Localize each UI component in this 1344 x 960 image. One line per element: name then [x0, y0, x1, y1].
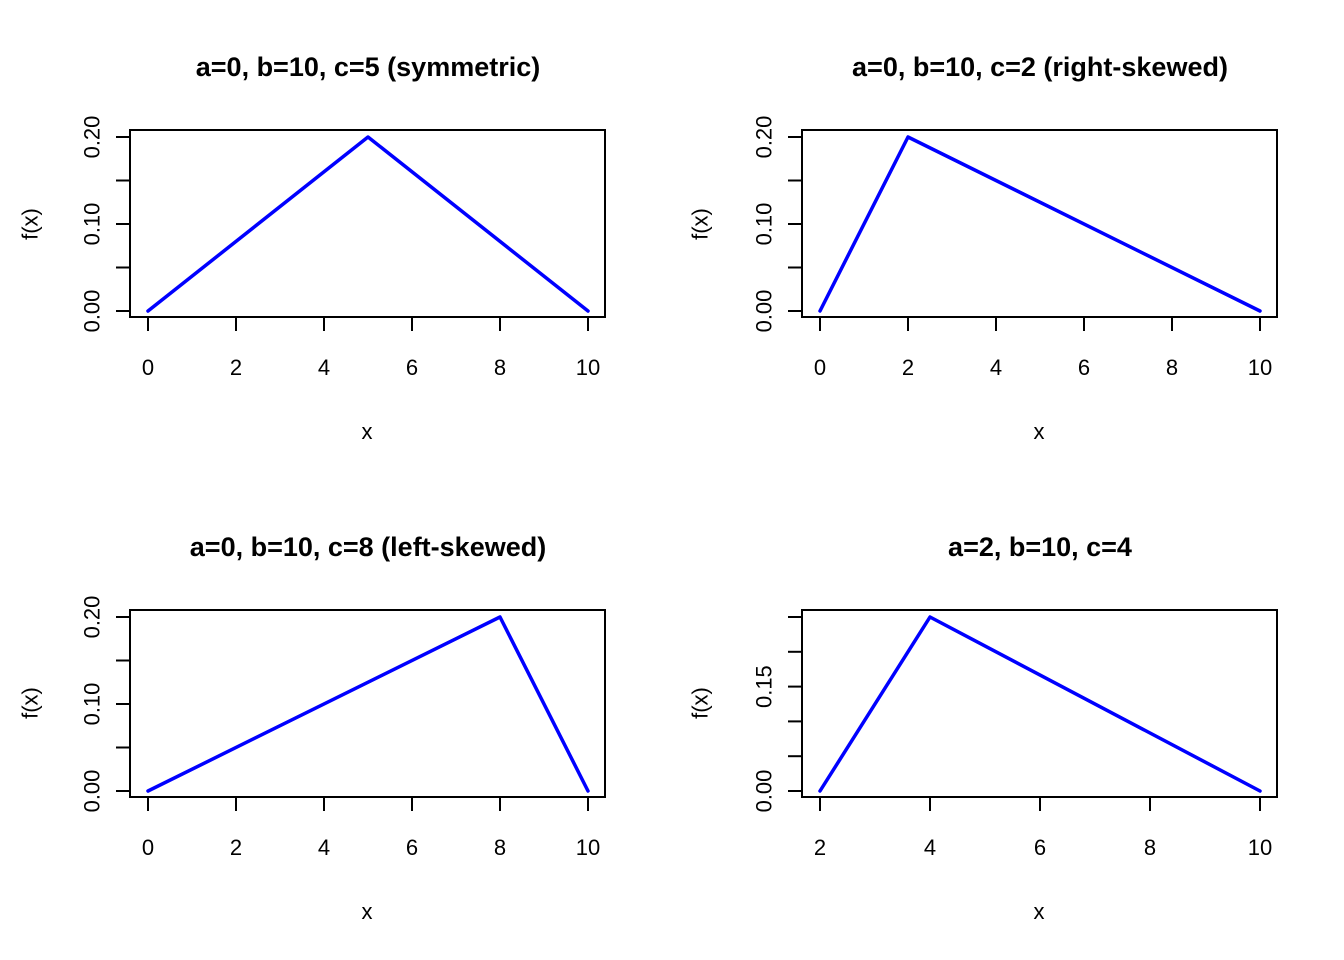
- x-tick-label: 10: [576, 355, 600, 380]
- chart-title: a=2, b=10, c=4: [948, 532, 1132, 562]
- x-tick-label: 8: [494, 835, 506, 860]
- y-tick-label: 0.00: [80, 770, 105, 813]
- x-tick-label: 0: [814, 355, 826, 380]
- y-tick-label: 0.10: [80, 683, 105, 726]
- plot-frame: [129, 609, 606, 798]
- chart-panel-4: a=2, b=10, c=4 2 4 6 8 10 0.00 0.15 x f(x): [688, 532, 1278, 924]
- x-axis-label: x: [362, 419, 373, 444]
- chart-panel-3: a=0, b=10, c=8 (left-skewed) 0 2 4 6 8 10 0.00 0…: [18, 532, 606, 924]
- x-tick-label: 6: [1078, 355, 1090, 380]
- x-tick-label: 4: [318, 355, 330, 380]
- y-tick-label: 0.00: [752, 290, 777, 333]
- x-tick-label: 8: [1144, 835, 1156, 860]
- x-tick-label: 10: [576, 835, 600, 860]
- plot-frame: [801, 129, 1278, 318]
- y-tick-label: 0.20: [752, 116, 777, 159]
- density-line: [146, 615, 590, 793]
- chart-panel-2: a=0, b=10, c=2 (right-skewed) 0 2 4 6 8 10 0.00…: [688, 52, 1278, 444]
- x-tick-label: 2: [902, 355, 914, 380]
- y-axis-label: f(x): [18, 208, 43, 240]
- x-tick-label: 10: [1248, 835, 1272, 860]
- chart-title: a=0, b=10, c=5 (symmetric): [196, 52, 540, 82]
- y-tick-label: 0.00: [80, 290, 105, 333]
- x-tick-label: 0: [142, 355, 154, 380]
- x-tick-label: 4: [924, 835, 936, 860]
- y-tick-label: 0.10: [752, 203, 777, 246]
- x-tick-label: 6: [406, 835, 418, 860]
- x-tick-label: 4: [990, 355, 1002, 380]
- x-tick-label: 2: [230, 835, 242, 860]
- density-line: [818, 135, 1262, 313]
- chart-title: a=0, b=10, c=2 (right-skewed): [852, 52, 1228, 82]
- x-tick-label: 2: [814, 835, 826, 860]
- x-axis-label: x: [1034, 899, 1045, 924]
- plot-frame: [129, 129, 606, 318]
- y-tick-label: 0.00: [752, 770, 777, 813]
- density-line: [818, 615, 1262, 793]
- y-tick-label: 0.10: [80, 203, 105, 246]
- x-axis-label: x: [362, 899, 373, 924]
- x-tick-label: 8: [1166, 355, 1178, 380]
- y-tick-label: 0.20: [80, 116, 105, 159]
- x-tick-label: 2: [230, 355, 242, 380]
- density-line: [146, 135, 590, 313]
- y-tick-label: 0.20: [80, 596, 105, 639]
- x-tick-label: 10: [1248, 355, 1272, 380]
- y-axis-label: f(x): [18, 687, 43, 719]
- x-tick-label: 6: [406, 355, 418, 380]
- y-axis-label: f(x): [688, 687, 713, 719]
- chart-title: a=0, b=10, c=8 (left-skewed): [190, 532, 546, 562]
- y-tick-label: 0.15: [752, 665, 777, 708]
- x-tick-label: 8: [494, 355, 506, 380]
- y-axis-label: f(x): [688, 208, 713, 240]
- x-tick-label: 0: [142, 835, 154, 860]
- x-axis-label: x: [1034, 419, 1045, 444]
- x-tick-label: 6: [1034, 835, 1046, 860]
- x-tick-label: 4: [318, 835, 330, 860]
- chart-panel-1: a=0, b=10, c=5 (symmetric) 0 2 4 6 8 10 0.00 0.1…: [18, 52, 606, 444]
